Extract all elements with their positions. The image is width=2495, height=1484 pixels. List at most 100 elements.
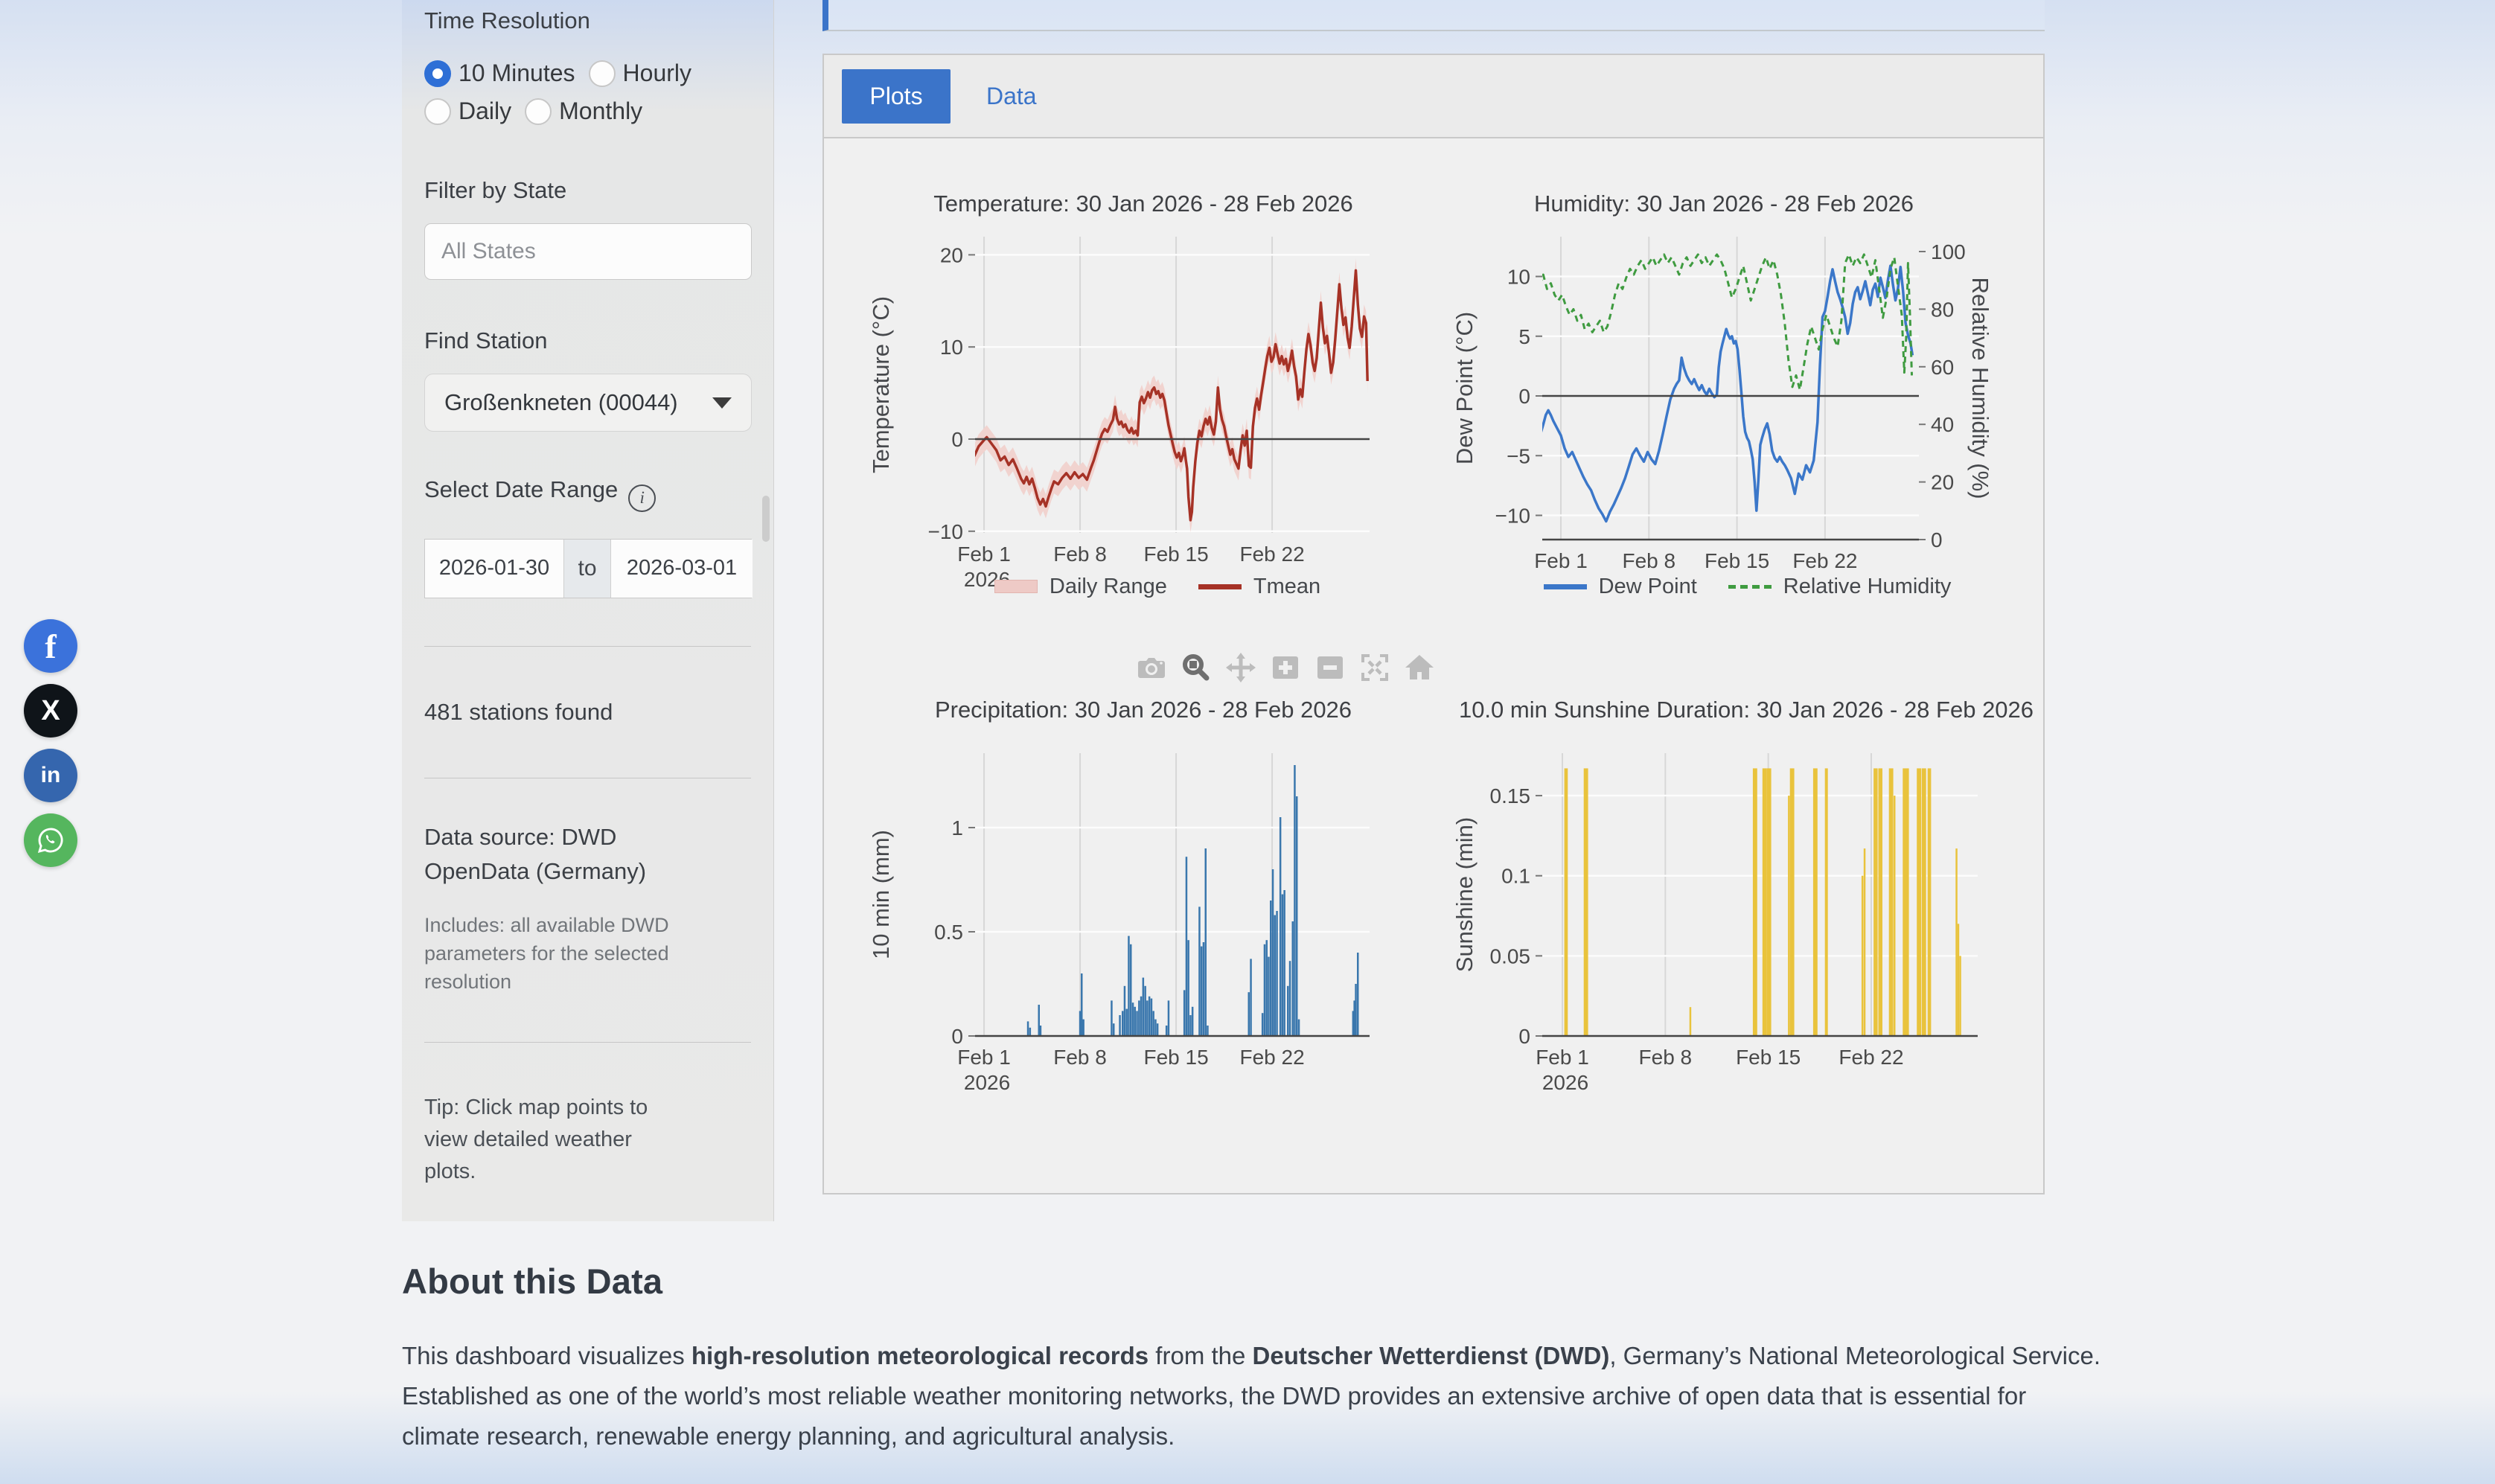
bar: [1157, 1023, 1159, 1036]
bar: [1928, 768, 1932, 1036]
axis-tick-label: Feb 8: [1639, 1046, 1693, 1069]
radio-daily[interactable]: Daily: [424, 97, 511, 125]
legend-label: Tmean: [1253, 575, 1320, 599]
axis-tick-label: Feb 1: [957, 543, 1011, 566]
facebook-share-button[interactable]: f: [24, 619, 77, 673]
bar: [1138, 1000, 1140, 1036]
bar: [1753, 768, 1757, 1036]
bar: [1154, 1020, 1157, 1036]
bar: [1146, 1000, 1149, 1036]
whatsapp-share-button[interactable]: [24, 813, 77, 867]
legend-label: Relative Humidity: [1783, 575, 1952, 599]
axis-tick-label: 10: [940, 336, 963, 359]
bar: [1250, 959, 1252, 1036]
date-range-separator: to: [563, 540, 611, 598]
bar: [1124, 986, 1126, 1036]
bar: [1298, 1020, 1300, 1036]
axis-tick-label: Feb 1: [1534, 549, 1588, 572]
tab-strip: Plots Data: [824, 55, 2043, 138]
zoom-in-icon[interactable]: [1269, 653, 1302, 682]
series-dew-point: [1536, 266, 1912, 521]
bar: [1903, 768, 1908, 1036]
tab-data[interactable]: Data: [973, 69, 1050, 124]
tab-plots[interactable]: Plots: [842, 69, 951, 124]
camera-icon[interactable]: [1135, 653, 1168, 682]
axis-tick-label: Feb 1: [1536, 1046, 1589, 1069]
bar: [1790, 768, 1795, 1036]
x-twitter-icon: X: [41, 695, 60, 727]
legend-item[interactable]: Dew Point: [1544, 575, 1697, 599]
bar: [1289, 961, 1291, 1036]
bar: [1922, 768, 1926, 1036]
axis-tick-label: 0.05: [1490, 944, 1531, 968]
axis-tick-label: Feb 22: [1240, 543, 1305, 566]
zoom-out-icon[interactable]: [1314, 653, 1346, 682]
bar: [1192, 1007, 1194, 1036]
bar: [1862, 876, 1864, 1036]
bar: [1198, 906, 1201, 1036]
radio-monthly[interactable]: Monthly: [525, 97, 642, 125]
bar: [1126, 1009, 1128, 1036]
axis-tick-label: 0: [1518, 385, 1530, 408]
axis-tick-label: Feb 22: [1792, 549, 1857, 572]
chevron-down-icon: [712, 397, 732, 409]
legend-item[interactable]: Daily Range: [994, 575, 1167, 599]
x-share-button[interactable]: X: [24, 684, 77, 738]
bar: [1959, 956, 1961, 1036]
zoom-box-icon[interactable]: [1180, 653, 1213, 682]
tip-text: Tip: Click map points to view detailed w…: [424, 1092, 685, 1188]
bar: [1690, 1007, 1692, 1036]
axis-tick-label: 2026: [1542, 1071, 1588, 1094]
station-select[interactable]: Großenkneten (00044): [424, 374, 752, 432]
pan-icon[interactable]: [1224, 653, 1257, 682]
radio-10-minutes[interactable]: 10 Minutes: [424, 60, 575, 87]
bar: [1889, 768, 1894, 1036]
axis-tick-label: Feb 15: [1705, 549, 1769, 572]
axis-tick-label: Feb 1: [957, 1046, 1011, 1069]
axis-tick-label: 2026: [964, 1071, 1010, 1094]
bar: [1565, 768, 1568, 1036]
filter-state-input[interactable]: [424, 223, 752, 280]
radio-unselected-icon: [525, 98, 552, 125]
info-icon[interactable]: i: [628, 484, 656, 512]
bar: [1166, 1026, 1168, 1036]
bar: [1767, 768, 1772, 1036]
axis-tick-label: 1: [951, 816, 963, 839]
legend-item[interactable]: Tmean: [1198, 575, 1320, 599]
axis-tick-label: 20: [940, 243, 963, 266]
autoscale-icon[interactable]: [1358, 653, 1391, 682]
bar: [1189, 1015, 1192, 1036]
legend-label: Dew Point: [1599, 575, 1697, 599]
date-end-input[interactable]: [611, 540, 753, 598]
axis-title: 10 min (mm): [871, 830, 894, 959]
charts-area: −1001020Feb 12026Feb 8Feb 15Feb 22Temper…: [824, 138, 2043, 1193]
date-start-input[interactable]: [425, 540, 563, 598]
sidebar-scrollbar-thumb[interactable]: [762, 496, 770, 542]
bar: [1894, 796, 1896, 1036]
bar: [1272, 869, 1274, 1036]
bar: [1136, 1011, 1138, 1036]
plots-panel: Plots Data −1001020Feb 12026Feb 8Feb 15F…: [822, 54, 2045, 1194]
series-relative-humidity: [1536, 255, 1911, 390]
date-range-label: Select Date Rangei: [424, 476, 751, 512]
bar: [1079, 1011, 1082, 1036]
time-resolution-radio-group: 10 Minutes Hourly Daily Monthly: [424, 60, 774, 125]
bar: [1201, 947, 1203, 1036]
bar: [1873, 768, 1878, 1036]
bar: [1187, 940, 1189, 1036]
bar: [1082, 1020, 1084, 1036]
axis-tick-label: Feb 8: [1622, 549, 1675, 572]
axis-tick-label: Feb 22: [1240, 1046, 1305, 1069]
axis-tick-label: 60: [1931, 356, 1954, 379]
temperature-chart: −1001020Feb 12026Feb 8Feb 15Feb 22Temper…: [871, 179, 1444, 614]
bar: [1270, 901, 1272, 1036]
radio-hourly[interactable]: Hourly: [589, 60, 691, 87]
legend-item[interactable]: Relative Humidity: [1728, 575, 1952, 599]
legend-swatch-dash: [1728, 585, 1772, 589]
bar: [1282, 895, 1284, 1036]
linkedin-share-button[interactable]: in: [24, 749, 77, 802]
chart-title: Precipitation: 30 Jan 2026 - 28 Feb 2026: [935, 697, 1352, 723]
bar: [1280, 817, 1282, 1036]
data-source-text: Data source: DWD OpenData (Germany): [424, 820, 715, 889]
reset-home-icon[interactable]: [1403, 653, 1436, 682]
